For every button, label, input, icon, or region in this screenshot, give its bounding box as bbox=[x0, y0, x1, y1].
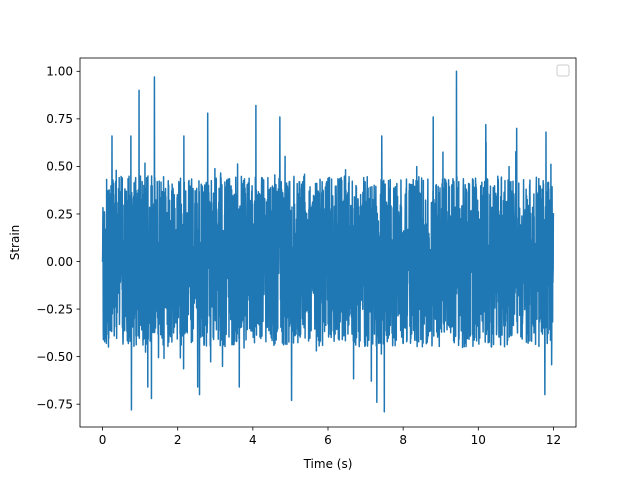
x-tick-label: 10 bbox=[471, 433, 486, 447]
x-tick-label: 4 bbox=[249, 433, 257, 447]
series-layer bbox=[101, 70, 555, 413]
x-tick-label: 6 bbox=[324, 433, 332, 447]
y-tick-label: −0.25 bbox=[36, 302, 73, 316]
y-tick-label: 0.75 bbox=[46, 112, 73, 126]
y-tick-label: 0.50 bbox=[46, 160, 73, 174]
x-tick-label: 2 bbox=[174, 433, 182, 447]
strain-series-line bbox=[101, 70, 555, 413]
y-tick-label: 0.00 bbox=[46, 255, 73, 269]
y-axis-label: Strain bbox=[8, 225, 22, 261]
x-tick-label: 0 bbox=[99, 433, 107, 447]
y-tick-label: 1.00 bbox=[46, 65, 73, 79]
x-axis-ticks: 0 2 4 6 8 10 12 bbox=[99, 427, 561, 447]
x-tick-label: 12 bbox=[546, 433, 561, 447]
y-tick-label: 0.25 bbox=[46, 207, 73, 221]
y-axis-ticks: −0.75 −0.50 −0.25 0.00 0.25 0.50 0.75 1.00 bbox=[36, 65, 80, 411]
y-tick-label: −0.50 bbox=[36, 350, 73, 364]
x-axis-label: Time (s) bbox=[303, 457, 353, 471]
y-tick-label: −0.75 bbox=[36, 397, 73, 411]
legend-box bbox=[556, 64, 570, 77]
x-tick-label: 8 bbox=[399, 433, 407, 447]
